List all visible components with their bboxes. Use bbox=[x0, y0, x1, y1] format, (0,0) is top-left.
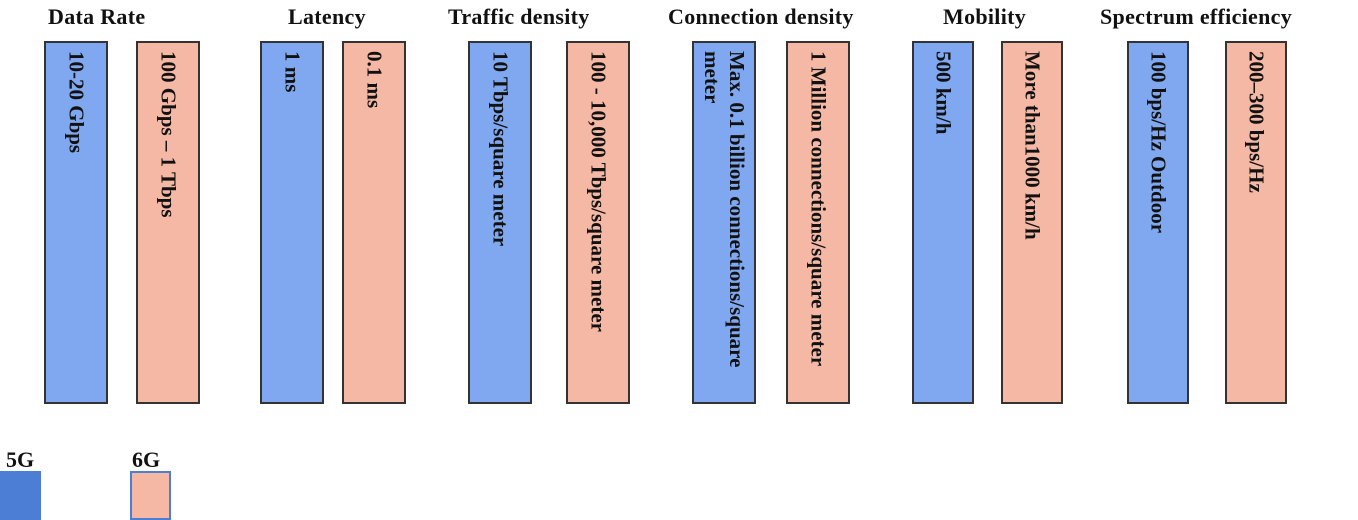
latency-6g-value: 0.1 ms bbox=[362, 51, 387, 109]
legend-5g-label: 5G bbox=[6, 447, 35, 472]
connection-density-6g-value: 1 Million connections/square meter bbox=[806, 51, 831, 367]
latency-5g-value: 1 ms bbox=[280, 51, 305, 93]
traffic-density-6g-value: 100 - 10,000 Tbps/square meter bbox=[586, 51, 611, 332]
legend-6g-swatch bbox=[130, 471, 171, 520]
legend-6g-label: 6G bbox=[132, 447, 161, 472]
mobility-6g-value: More than1000 km/h bbox=[1020, 51, 1045, 240]
category-latency: Latency bbox=[288, 4, 366, 29]
traffic-density-6g-box: 100 - 10,000 Tbps/square meter bbox=[566, 41, 630, 404]
traffic-density-5g-box: 10 Tbps/square meter bbox=[468, 41, 532, 404]
mobility-6g-box: More than1000 km/h bbox=[1001, 41, 1063, 404]
mobility-5g-box: 500 km/h bbox=[912, 41, 974, 404]
connection-density-5g-value: Max. 0.1 billion connections/square mete… bbox=[700, 51, 749, 368]
category-mobility: Mobility bbox=[943, 4, 1027, 29]
latency-5g-box: 1 ms bbox=[260, 41, 324, 404]
traffic-density-5g-value: 10 Tbps/square meter bbox=[488, 51, 513, 247]
mobility-5g-value: 500 km/h bbox=[931, 51, 956, 135]
category-spectrum-efficiency: Spectrum efficiency bbox=[1100, 4, 1293, 29]
connection-density-6g-box: 1 Million connections/square meter bbox=[786, 41, 850, 404]
data-rate-6g-box: 100 Gbps – 1 Tbps bbox=[136, 41, 200, 404]
data-rate-6g-value: 100 Gbps – 1 Tbps bbox=[156, 51, 181, 218]
connection-density-5g-box: Max. 0.1 billion connections/square mete… bbox=[692, 41, 756, 404]
spectrum-efficiency-5g-value: 100 bps/Hz Outdoor bbox=[1146, 51, 1171, 234]
data-rate-5g-value: 10-20 Gbps bbox=[64, 51, 89, 154]
category-traffic-density: Traffic density bbox=[448, 4, 590, 29]
category-data-rate: Data Rate bbox=[48, 4, 146, 29]
legend-5g-swatch bbox=[0, 471, 41, 520]
spectrum-efficiency-6g-value: 200–300 bps/Hz bbox=[1244, 51, 1269, 193]
spectrum-efficiency-6g-box: 200–300 bps/Hz bbox=[1225, 41, 1287, 404]
data-rate-5g-box: 10-20 Gbps bbox=[44, 41, 108, 404]
spectrum-efficiency-5g-box: 100 bps/Hz Outdoor bbox=[1127, 41, 1189, 404]
category-connection-density: Connection density bbox=[668, 4, 854, 29]
latency-6g-box: 0.1 ms bbox=[342, 41, 406, 404]
